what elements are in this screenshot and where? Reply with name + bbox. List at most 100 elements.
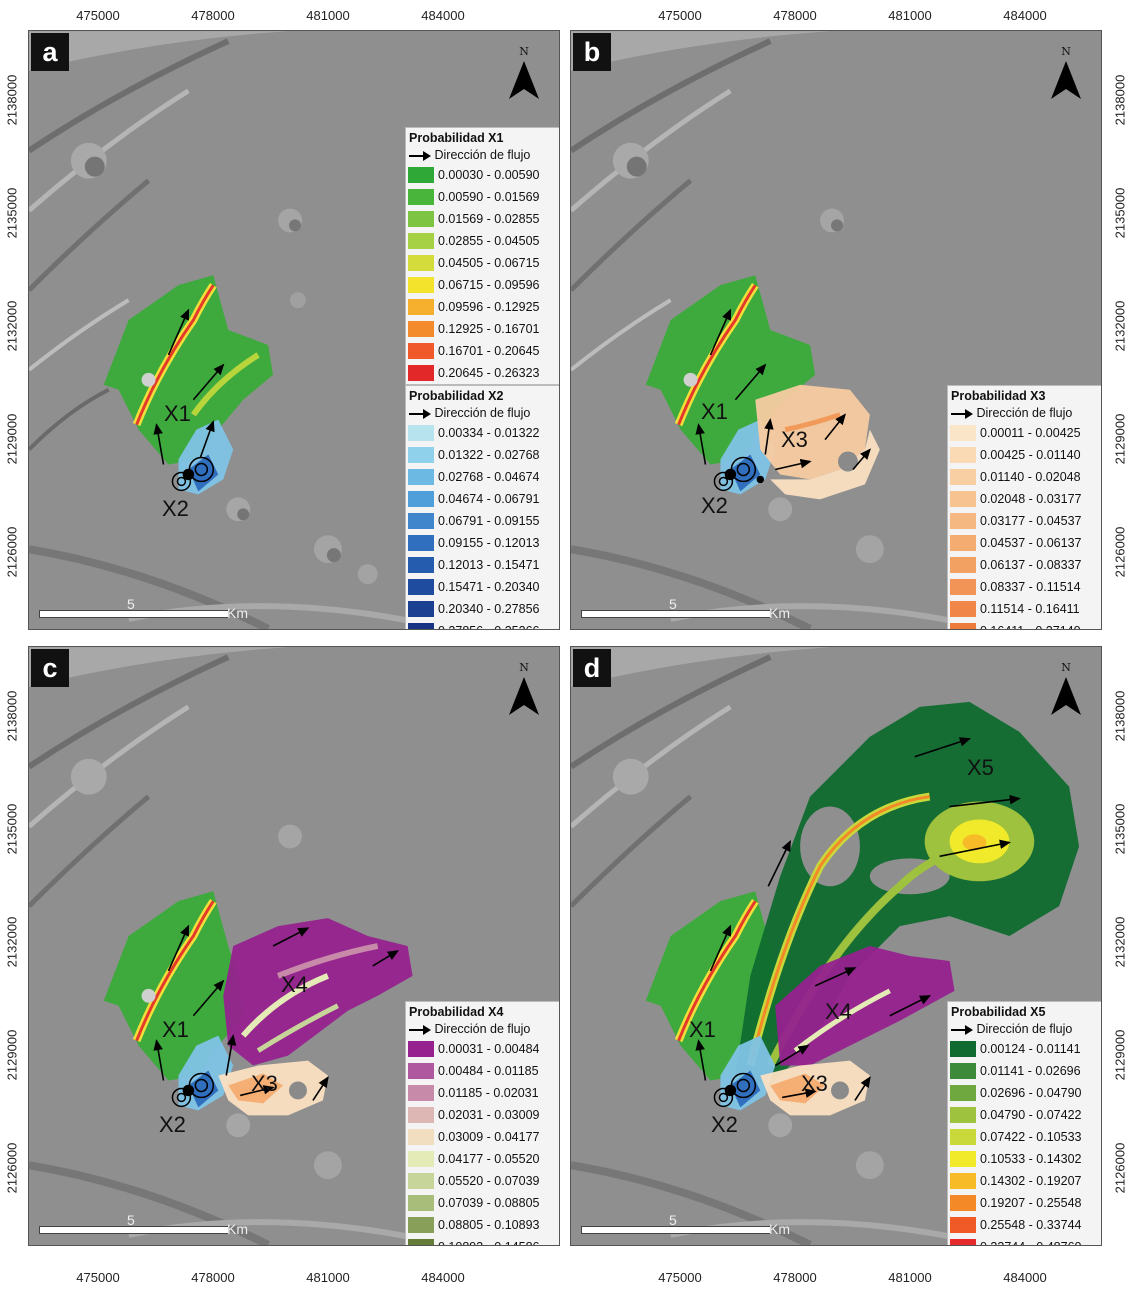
scale-number: 5	[127, 1212, 135, 1228]
legend-class-label: 0.02048 - 0.03177	[980, 492, 1082, 506]
scale-unit: Km	[769, 1221, 790, 1237]
x-tick-top: 475000	[658, 8, 702, 23]
legend-class-label: 0.16701 - 0.20645	[438, 344, 540, 358]
legend-row: 0.07422 - 0.10533	[948, 1126, 1101, 1148]
legend-flow-label: Dirección de flujo	[976, 406, 1073, 420]
y-tick-right: 2129000	[1112, 1029, 1128, 1081]
y-tick-left: 2132000	[4, 916, 20, 968]
legend-class-label: 0.02031 - 0.03009	[438, 1108, 540, 1122]
vent-label-x2: X2	[162, 496, 189, 521]
vent-label-x1: X1	[701, 399, 728, 424]
map-panel-c: X1 X2 X3 X4 c N 5 Km Probabilidad X4 Dir…	[28, 646, 560, 1246]
legend-swatch	[408, 535, 434, 551]
legend-flow-label: Dirección de flujo	[434, 1022, 531, 1036]
legend-class-label: 0.01140 - 0.02048	[980, 470, 1081, 484]
legend-class-label: 0.27856 - 0.35266	[438, 624, 539, 629]
legend-swatch	[950, 513, 976, 529]
legend-x3: Probabilidad X3 Dirección de flujo 0.0001…	[947, 385, 1101, 629]
legend-row: 0.01322 - 0.02768	[406, 444, 559, 466]
legend-x4: Probabilidad X4 Dirección de flujo 0.0003…	[405, 1001, 559, 1245]
legend-swatch	[950, 535, 976, 551]
flow-x3	[760, 1060, 870, 1116]
legend-swatch	[408, 1173, 434, 1189]
legend-row: 0.02031 - 0.03009	[406, 1104, 559, 1126]
flow-direction-arrows	[153, 308, 225, 465]
y-tick-right: 2138000	[1112, 74, 1128, 126]
vent-label-x3: X3	[781, 427, 808, 452]
legend-class-label: 0.04177 - 0.05520	[438, 1152, 540, 1166]
arrow-icon	[409, 1024, 431, 1035]
legend-class-label: 0.06137 - 0.08337	[980, 558, 1082, 572]
legend-swatch	[950, 491, 976, 507]
legend-class-label: 0.25548 - 0.33744	[980, 1218, 1082, 1232]
legend-swatch	[408, 321, 434, 337]
legend-class-label: 0.15471 - 0.20340	[438, 580, 540, 594]
legend-swatch	[950, 579, 976, 595]
legend-row: 0.01140 - 0.02048	[948, 466, 1101, 488]
legend-title: Probabilidad X4	[409, 1005, 504, 1019]
legend-class-label: 0.01141 - 0.02696	[980, 1064, 1081, 1078]
legend-class-label: 0.07422 - 0.10533	[980, 1130, 1082, 1144]
arrow-icon	[409, 408, 431, 419]
legend-class-label: 0.02768 - 0.04674	[438, 470, 540, 484]
legend-class-label: 0.04790 - 0.07422	[980, 1108, 1082, 1122]
flow-x3	[755, 384, 880, 500]
flow-x1	[103, 891, 244, 1081]
legend-class-label: 0.08337 - 0.11514	[980, 580, 1081, 594]
legend-row: 0.06137 - 0.08337	[948, 554, 1101, 576]
legend-swatch	[950, 623, 976, 629]
legend-swatch	[408, 1063, 434, 1079]
legend-class-label: 0.03009 - 0.04177	[438, 1130, 540, 1144]
map-panel-b: X1 X2 X3 b N 5 Km Probabilidad X3 Direcc…	[570, 30, 1102, 630]
legend-class-label: 0.11514 - 0.16411	[980, 602, 1080, 616]
hillshade-terrain	[571, 31, 1101, 629]
y-tick-right: 2129000	[1112, 413, 1128, 465]
legend-row: 0.25548 - 0.33744	[948, 1214, 1101, 1236]
x-tick-top: 484000	[421, 8, 465, 23]
legend-swatch	[408, 1239, 434, 1245]
legend-class-label: 0.02855 - 0.04505	[438, 234, 540, 248]
legend-row: 0.00124 - 0.01141	[948, 1038, 1101, 1060]
legend-swatch	[950, 1107, 976, 1123]
legend-swatch	[408, 1195, 434, 1211]
flow-x4	[223, 918, 413, 1066]
legend-class-label: 0.02696 - 0.04790	[980, 1086, 1082, 1100]
legend-x5: Probabilidad X5 Dirección de flujo 0.0012…	[947, 1001, 1101, 1245]
flow-x1	[103, 275, 274, 465]
legend-class-label: 0.00590 - 0.01569	[438, 190, 540, 204]
x-tick-top: 478000	[191, 8, 235, 23]
legend-swatch	[950, 1173, 976, 1189]
legend-swatch	[950, 447, 976, 463]
legend-row: 0.11514 - 0.16411	[948, 598, 1101, 620]
y-tick-right: 2126000	[1112, 1142, 1128, 1194]
vent-label-x3: X3	[251, 1071, 278, 1096]
legend-flow-direction: Dirección de flujo	[406, 404, 559, 422]
legend-swatch	[408, 365, 434, 381]
legend-row: 0.12925 - 0.16701	[406, 318, 559, 340]
legend-row: 0.03177 - 0.04537	[948, 510, 1101, 532]
legend-class-label: 0.12925 - 0.16701	[438, 322, 540, 336]
legend-class-label: 0.04674 - 0.06791	[438, 492, 540, 506]
legend-swatch	[408, 211, 434, 227]
legend-swatch	[408, 623, 434, 629]
legend-row: 0.08337 - 0.11514	[948, 576, 1101, 598]
x-tick-top: 475000	[76, 8, 120, 23]
legend-class-label: 0.19207 - 0.25548	[980, 1196, 1082, 1210]
legend-row: 0.03009 - 0.04177	[406, 1126, 559, 1148]
x-tick-bottom: 484000	[421, 1270, 465, 1285]
legend-swatch	[408, 167, 434, 183]
legend-swatch	[408, 299, 434, 315]
flow-x4	[775, 946, 955, 1066]
legend-swatch	[408, 579, 434, 595]
vent-symbols	[713, 1072, 757, 1108]
x-tick-top: 478000	[773, 8, 817, 23]
legend-class-label: 0.12013 - 0.15471	[438, 558, 540, 572]
legend-swatch	[950, 1239, 976, 1245]
y-tick-right: 2138000	[1112, 690, 1128, 742]
x-tick-bottom: 475000	[658, 1270, 702, 1285]
legend-row: 0.16411 - 0.27140	[948, 620, 1101, 629]
panel-label: a	[31, 33, 69, 71]
legend-class-label: 0.00425 - 0.01140	[980, 448, 1081, 462]
scale-number: 5	[669, 1212, 677, 1228]
scale-unit: Km	[227, 605, 248, 621]
